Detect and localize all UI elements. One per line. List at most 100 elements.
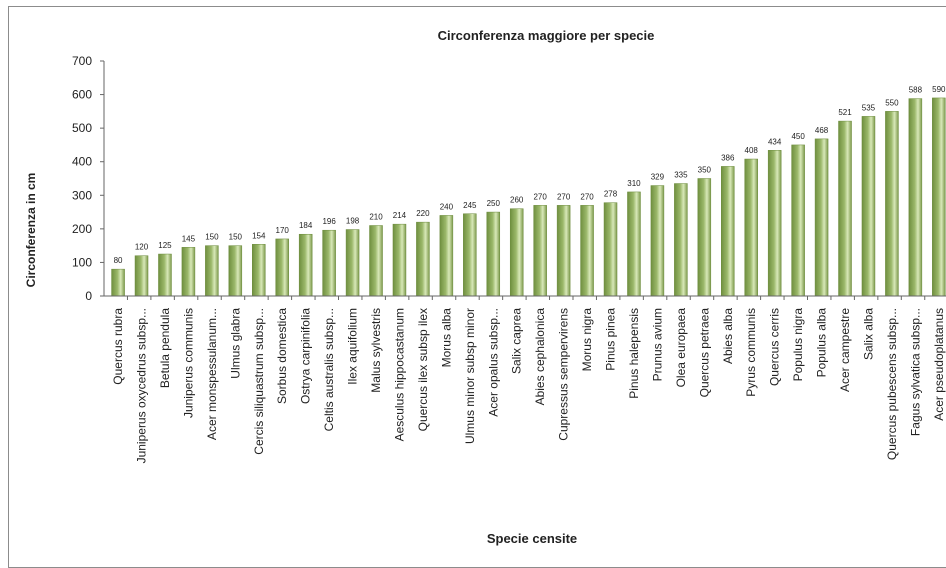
data-label: 450 [791, 132, 805, 141]
x-tick-label: Betula pendula [158, 308, 172, 388]
bar [767, 150, 782, 297]
bar [134, 255, 149, 297]
x-tick-label: Morus nigra [580, 308, 594, 372]
data-label: 350 [698, 166, 712, 175]
bar [111, 268, 125, 297]
data-label: 154 [252, 231, 266, 240]
y-tick-label: 300 [72, 188, 92, 202]
x-tick-label: Fagus sylvatica subsp... [908, 308, 922, 436]
x-tick-label: Pinus halepensis [627, 308, 641, 399]
x-tick-label: Salix caprea [510, 308, 524, 374]
bar [228, 245, 243, 297]
x-tick-label: Quercus rubra [111, 308, 125, 385]
x-tick-label: Ulmus glabra [228, 308, 242, 379]
x-tick-label: Acer pseudoplatanus [932, 308, 946, 421]
data-label: 214 [393, 211, 407, 220]
data-label: 270 [557, 192, 571, 201]
bars: 80 120 125 145 150 150 154 170 184 196 198 210 214 22… [111, 85, 946, 297]
x-tick-label: Juniperus oxycedrus subsp... [135, 308, 149, 463]
data-label: 535 [862, 103, 876, 112]
y-tick-label: 500 [72, 121, 92, 135]
data-label: 335 [674, 171, 688, 180]
data-label: 550 [885, 98, 899, 107]
y-tick-label: 700 [72, 54, 92, 68]
x-tick-label: Abies alba [721, 308, 735, 364]
bar [861, 116, 876, 297]
bar [744, 158, 758, 297]
x-tick-label: Ulmus minor subsp minor [463, 308, 477, 444]
bar [509, 208, 524, 297]
x-tick-label: Salix alba [861, 308, 875, 360]
x-tick-label: Acer monspessulanum... [205, 308, 219, 440]
data-label: 278 [604, 190, 618, 199]
x-tick-label: Ilex aquifolium [346, 308, 360, 385]
x-tick-label: Pinus pinea [604, 308, 618, 371]
x-tick-label: Quercus ilex subsp ilex [416, 308, 430, 431]
bar [252, 244, 266, 297]
x-tick-label: Malus sylvestris [369, 308, 383, 393]
y-axis: 0 100 200 300 400 500 600 700 [72, 54, 105, 303]
bar [392, 223, 407, 297]
bar [697, 178, 712, 297]
bar-chart: Circonferenza maggiore per specie Circon… [24, 28, 946, 546]
x-tick-label: Acer campestre [838, 308, 852, 392]
data-label: 170 [276, 226, 290, 235]
x-tick-label: Populus alba [815, 308, 829, 378]
x-tick-label: Abies cephalonica [533, 308, 547, 406]
x-tick-label: Quercus cerris [768, 308, 782, 386]
x-tick-label: Sorbus domestica [275, 308, 289, 404]
data-label: 521 [838, 108, 852, 117]
data-label: 468 [815, 126, 829, 135]
x-tick-label: Quercus petraea [697, 308, 711, 398]
bar [345, 229, 360, 297]
bar [650, 185, 665, 297]
bar [416, 221, 430, 297]
y-tick-label: 400 [72, 155, 92, 169]
bar [791, 144, 805, 297]
data-label: 198 [346, 217, 360, 226]
x-tick-label: Aesculus hippocastanum [392, 308, 406, 441]
x-axis-title: Specie censite [487, 531, 577, 546]
data-label: 145 [182, 234, 196, 243]
x-tick-label: Populus nigra [791, 308, 805, 382]
bar [603, 202, 618, 297]
data-label: 120 [135, 243, 149, 252]
bar [298, 233, 313, 297]
data-label: 270 [533, 192, 547, 201]
bar [181, 247, 196, 297]
data-label: 329 [651, 173, 665, 182]
data-label: 310 [627, 179, 641, 188]
bar [275, 238, 289, 297]
bar [885, 111, 899, 297]
data-label: 150 [205, 233, 219, 242]
bar [908, 98, 923, 297]
bar [627, 191, 641, 297]
x-axis: Quercus rubra Juniperus oxycedrus subsp..… [104, 295, 946, 463]
data-label: 386 [721, 153, 735, 162]
x-tick-label: Cupressus sempervirens [557, 308, 571, 441]
bar [533, 205, 547, 297]
data-label: 196 [322, 217, 336, 226]
x-tick-label: Pyrus communis [744, 308, 758, 397]
x-tick-label: Prunus avium [650, 308, 664, 381]
bar [322, 229, 336, 297]
x-tick-label: Morus alba [439, 308, 453, 368]
data-label: 245 [463, 201, 477, 210]
y-tick-label: 0 [85, 289, 92, 303]
data-label: 125 [158, 241, 172, 250]
bar [556, 205, 571, 297]
data-label: 80 [114, 256, 123, 265]
data-label: 220 [416, 209, 430, 218]
data-label: 588 [909, 86, 923, 95]
data-label: 250 [487, 199, 501, 208]
bar [205, 245, 219, 297]
x-tick-label: Celtis australis subsp... [322, 308, 336, 431]
y-tick-label: 100 [72, 255, 92, 269]
bar [814, 138, 829, 297]
x-tick-label: Olea europaea [674, 308, 688, 388]
data-label: 590 [932, 85, 946, 94]
bar [158, 253, 172, 297]
y-tick-label: 200 [72, 222, 92, 236]
y-axis-title: Circonferenza in cm [24, 173, 38, 288]
data-label: 240 [440, 202, 454, 211]
